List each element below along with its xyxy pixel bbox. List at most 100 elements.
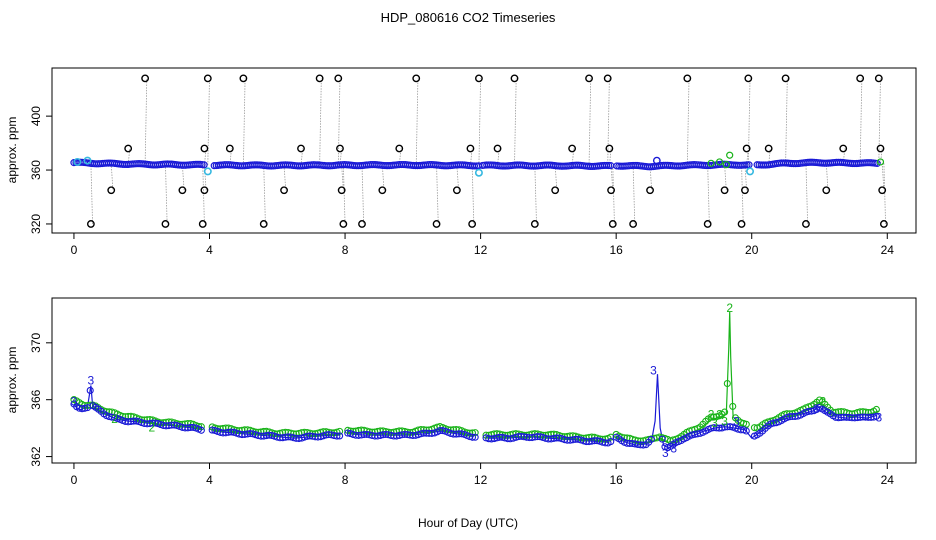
outlier-point — [178, 186, 187, 195]
outlier-point — [200, 186, 209, 195]
series-marker-label: 2 — [111, 412, 118, 426]
spike-line — [554, 165, 558, 191]
data-point — [723, 379, 731, 388]
outlier-point — [124, 144, 133, 153]
outlier-point — [629, 220, 638, 228]
data-point — [786, 413, 794, 421]
spike-line — [534, 165, 537, 224]
data-point — [360, 430, 368, 439]
spike-line — [361, 165, 365, 224]
chart-title: HDP_080616 CO2 Timeseries — [381, 10, 556, 25]
data-point — [73, 157, 82, 166]
outlier-point — [822, 186, 831, 195]
data-point — [523, 433, 531, 441]
outlier-point — [742, 144, 751, 153]
series-marker-label: 2 — [149, 420, 156, 434]
data-point — [715, 158, 724, 166]
outlier-point — [568, 144, 577, 153]
data-point — [485, 435, 493, 443]
data-point — [746, 167, 755, 176]
spike-line — [478, 78, 482, 166]
data-point — [216, 428, 224, 436]
data-point — [203, 167, 212, 176]
spike-line — [881, 163, 885, 191]
x-tick-label: 16 — [609, 243, 623, 257]
data-point — [859, 413, 867, 421]
outlier-point — [683, 74, 692, 83]
spike-line — [341, 165, 344, 191]
y-tick-label: 400 — [29, 106, 43, 126]
outlier-point — [86, 220, 95, 228]
outlier-point — [856, 74, 865, 83]
data-point — [607, 438, 615, 446]
outlier-point — [493, 144, 502, 153]
spike-line — [588, 78, 592, 166]
outlier-point — [468, 220, 477, 228]
data-point — [235, 430, 243, 438]
data-point — [127, 417, 135, 426]
series-marker-label: 3 — [88, 373, 95, 387]
outlier-point — [781, 74, 790, 83]
spike-line — [785, 78, 788, 164]
outlier-point — [510, 74, 519, 83]
data-point — [422, 429, 430, 437]
top-panel-axes: 0 4 8 12 16 20 24 320 360 400 — [29, 106, 894, 257]
data-point — [788, 412, 796, 421]
data-point — [121, 417, 130, 425]
spike-line — [707, 165, 710, 224]
spike-line — [436, 165, 439, 224]
outlier-point — [608, 220, 617, 228]
top-panel-frame — [51, 67, 917, 234]
data-point — [726, 151, 734, 159]
spike-line — [319, 78, 322, 166]
data-point — [468, 433, 477, 441]
data-point — [352, 431, 360, 439]
data-point — [872, 412, 880, 420]
outlier-point — [741, 186, 749, 195]
data-point — [607, 433, 615, 441]
series-marker-label: 2 — [726, 301, 733, 315]
y-tick-label: 320 — [29, 214, 43, 234]
series-marker-label: 3 — [813, 402, 820, 416]
x-tick-label: 20 — [745, 473, 759, 487]
data-point — [425, 429, 433, 437]
data-point — [864, 413, 872, 421]
spike-line — [242, 78, 246, 166]
spike-line — [90, 163, 93, 224]
data-point — [639, 441, 647, 449]
spike-line — [859, 78, 863, 164]
data-point — [550, 434, 558, 442]
bottom-panel-axes: 0 4 8 12 16 20 24 362 366 370 — [29, 332, 894, 487]
outlier-point — [337, 186, 346, 195]
x-axis-label: Hour of Day (UTC) — [418, 516, 518, 530]
data-point — [862, 413, 870, 421]
spike-line — [825, 162, 829, 191]
outlier-point — [432, 220, 441, 228]
data-point — [848, 414, 856, 422]
series-marker-label: 3 — [670, 442, 677, 456]
x-tick-label: 0 — [71, 473, 78, 487]
series-marker-label: 2 — [708, 408, 715, 422]
outlier-point — [297, 144, 305, 153]
data-point — [563, 436, 571, 444]
x-tick-label: 20 — [745, 243, 759, 257]
data-point — [336, 432, 344, 440]
outlier-point — [530, 220, 539, 228]
outlier-point — [259, 220, 268, 228]
data-point — [742, 420, 750, 428]
outlier-point — [334, 74, 343, 83]
series-marker-label: 3 — [662, 446, 669, 460]
y-tick-label: 362 — [29, 446, 43, 466]
x-tick-label: 0 — [71, 243, 78, 257]
data-point — [262, 432, 270, 440]
outlier-point — [878, 186, 887, 195]
outlier-point — [605, 144, 614, 153]
outlier-point — [452, 186, 461, 195]
spike-line — [610, 165, 614, 191]
data-point — [474, 168, 483, 177]
spike-line — [612, 165, 615, 224]
data-point — [83, 156, 92, 165]
data-point — [658, 435, 666, 443]
